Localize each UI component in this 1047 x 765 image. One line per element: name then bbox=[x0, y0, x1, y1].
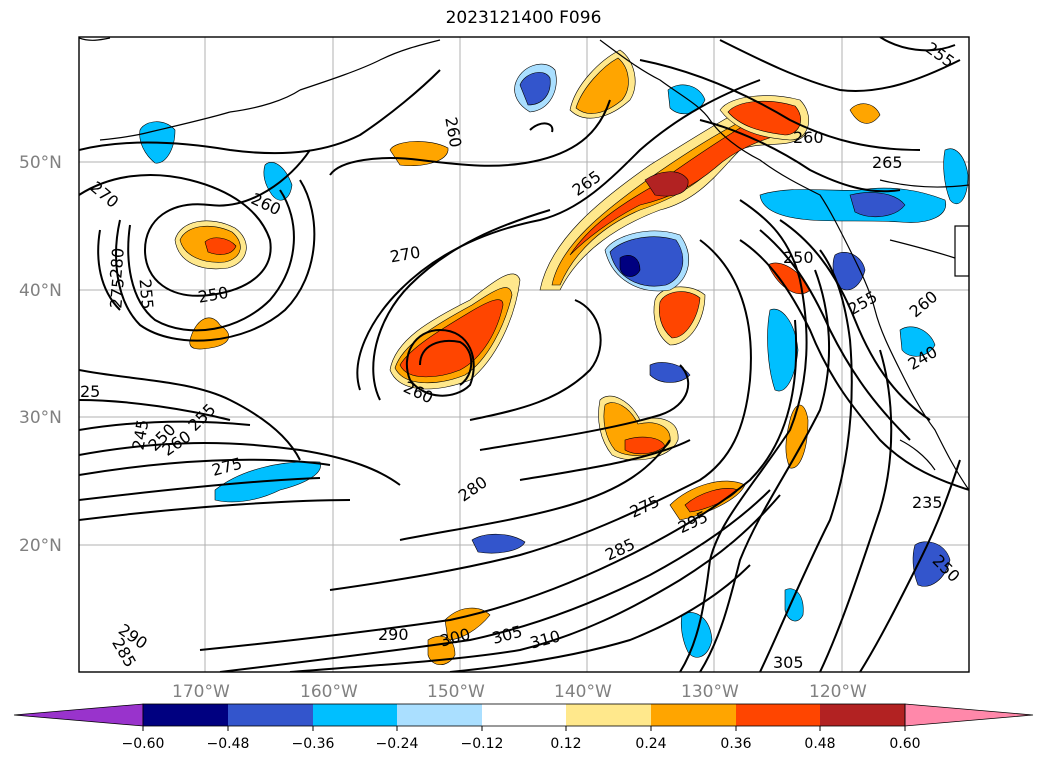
contour-label: 275 bbox=[106, 277, 128, 309]
coastlines bbox=[79, 37, 969, 491]
contour-label: 260 bbox=[793, 128, 824, 147]
lat-label-30n: 30°N bbox=[19, 408, 62, 428]
contour-label: 255 bbox=[135, 278, 157, 310]
colorbar-segment bbox=[736, 704, 820, 726]
lon-label-150w: 150°W bbox=[427, 682, 485, 702]
contour-label: 250 bbox=[783, 248, 814, 267]
colorbar-tick-label: −0.48 bbox=[207, 736, 250, 752]
lon-label-120w: 120°W bbox=[809, 682, 867, 702]
colorbar: −0.60 −0.48 −0.36 −0.24 −0.12 0.12 0.24 … bbox=[13, 703, 1034, 752]
contour-lines bbox=[79, 37, 969, 672]
contour-label: 25 bbox=[80, 382, 100, 401]
contour-label: 305 bbox=[773, 653, 804, 672]
colorbar-tick-label: 0.48 bbox=[804, 736, 835, 752]
gridlines bbox=[79, 37, 969, 672]
colorbar-segment bbox=[820, 704, 905, 726]
colorbar-segment bbox=[482, 704, 566, 726]
negative-blob-s2 bbox=[784, 588, 804, 622]
lon-label-130w: 130°W bbox=[681, 682, 739, 702]
positive-blob-n2 bbox=[389, 141, 449, 166]
negative-blob-e2 bbox=[767, 308, 799, 392]
map-area[interactable] bbox=[79, 37, 969, 672]
lon-label-160w: 160°W bbox=[300, 682, 358, 702]
positive-blob-west-core bbox=[204, 237, 237, 255]
negative-blob-coast bbox=[899, 326, 936, 357]
positive-blob-east bbox=[849, 103, 881, 124]
negative-blob-ne3 bbox=[943, 148, 969, 205]
colorbar-extend-high bbox=[904, 703, 1034, 727]
colorbar-tick-label: −0.24 bbox=[376, 736, 419, 752]
colorbar-tick-label: −0.36 bbox=[292, 736, 335, 752]
colorbar-segment bbox=[228, 704, 313, 726]
lat-label-40n: 40°N bbox=[19, 281, 62, 301]
colorbar-segment bbox=[143, 704, 228, 726]
map-title: 2023121400 F096 bbox=[445, 8, 602, 28]
positive-blob-east-vert bbox=[785, 404, 809, 469]
colorbar-segment bbox=[566, 704, 651, 726]
colorbar-tick-label: −0.60 bbox=[122, 736, 165, 752]
longitude-labels: 170°W 160°W 150°W 140°W 130°W 120°W bbox=[172, 682, 867, 702]
positive-blob-mid-east-core bbox=[659, 291, 701, 339]
negative-blob-e1 bbox=[649, 362, 691, 383]
colorbar-tick-label: 0.36 bbox=[720, 736, 751, 752]
negative-blob-se bbox=[912, 541, 951, 587]
lat-label-20n: 20°N bbox=[19, 536, 62, 556]
lon-label-140w: 140°W bbox=[554, 682, 612, 702]
negative-blob-sw2 bbox=[471, 533, 526, 554]
negative-blob-nw-core bbox=[519, 72, 551, 106]
negative-blob-e3-core bbox=[849, 192, 906, 218]
contour-label: 265 bbox=[872, 153, 903, 172]
contour-label: 235 bbox=[912, 493, 943, 512]
negative-blob-w2 bbox=[263, 162, 293, 201]
lon-label-170w: 170°W bbox=[172, 682, 230, 702]
contour-label: 280 bbox=[106, 247, 128, 279]
latitude-labels: 50°N 40°N 30°N 20°N bbox=[19, 153, 62, 556]
positive-blob-north-mid bbox=[575, 57, 629, 114]
positive-dark-core bbox=[644, 171, 689, 197]
negative-blob-center-core bbox=[619, 255, 641, 277]
colorbar-segment bbox=[313, 704, 397, 726]
shaded-field bbox=[139, 49, 969, 666]
colorbar-segment bbox=[397, 704, 482, 726]
colorbar-tick-label: 0.12 bbox=[550, 736, 581, 752]
colorbar-tick-label: −0.12 bbox=[461, 736, 504, 752]
colorbar-extend-low bbox=[13, 703, 144, 727]
colorbar-tick-label: 0.24 bbox=[635, 736, 666, 752]
lat-label-50n: 50°N bbox=[19, 153, 62, 173]
colorbar-tick-label: 0.60 bbox=[889, 736, 920, 752]
colorbar-segment bbox=[651, 704, 736, 726]
map-frame bbox=[78, 36, 970, 673]
contour-label: 290 bbox=[378, 625, 409, 644]
positive-blob-ss bbox=[444, 607, 491, 641]
